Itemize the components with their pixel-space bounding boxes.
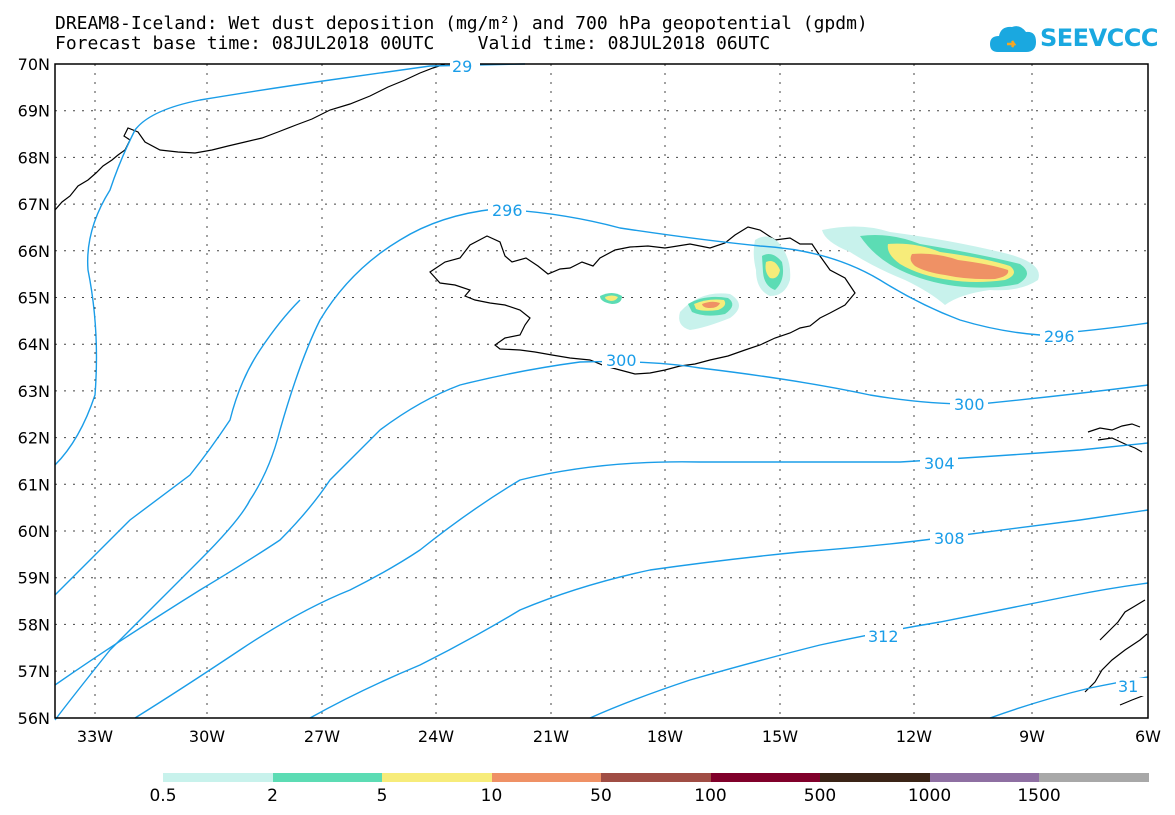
- contour-label: 300: [606, 351, 637, 370]
- geopotential-contours: [54, 63, 1149, 721]
- contour-label: 312: [868, 627, 899, 646]
- lat-label: 56N: [18, 709, 50, 728]
- lon-label: 6W: [1135, 727, 1161, 746]
- lon-label: 27W: [304, 727, 340, 746]
- colorbar-label: 50: [590, 786, 612, 806]
- colorbar-label: 500: [803, 786, 837, 806]
- logo-text: SEEVCCC: [1040, 24, 1159, 52]
- colorbar-swatch: [820, 773, 930, 782]
- contour-304: [134, 442, 1149, 719]
- lon-label: 21W: [533, 727, 569, 746]
- plot-frame: [54, 63, 1149, 719]
- lat-label: 69N: [18, 102, 50, 121]
- scotland-coastline: [1084, 599, 1148, 706]
- colorbar-swatch: [491, 773, 601, 782]
- colorbar-swatch: [382, 773, 492, 782]
- colorbar-swatch: [1039, 773, 1149, 782]
- lat-label: 60N: [18, 522, 50, 541]
- lon-label: 33W: [77, 727, 113, 746]
- colorbar-label: 1500: [1017, 786, 1061, 806]
- colorbar-swatch: [272, 773, 382, 782]
- lon-label: 30W: [189, 727, 225, 746]
- map-title-line2: Forecast base time: 08JUL2018 00UTC Vali…: [55, 33, 771, 54]
- lat-label: 63N: [18, 382, 50, 401]
- contour-label: 296: [492, 201, 523, 220]
- map-title-line1: DREAM8-Iceland: Wet dust deposition (mg/…: [55, 13, 868, 34]
- lat-label: 67N: [18, 195, 50, 214]
- contour-label: 29: [452, 57, 472, 76]
- contour-300: [54, 299, 1149, 686]
- lon-label: 15W: [762, 727, 798, 746]
- lat-label: 57N: [18, 662, 50, 681]
- lat-label: 64N: [18, 335, 50, 354]
- lat-label: 61N: [18, 475, 50, 494]
- contour-labels: 29 296 296 300 300 304 308 312 31: [450, 57, 1146, 696]
- contour-label: 308: [934, 529, 965, 548]
- cloud-logo-icon: [990, 26, 1036, 52]
- contour-312: [589, 582, 1149, 719]
- colorbar-swatch: [710, 773, 820, 782]
- contour-label: 304: [924, 454, 955, 473]
- colorbar-label: 10: [480, 786, 503, 806]
- lat-label: 70N: [18, 55, 50, 74]
- lon-label: 9W: [1019, 727, 1045, 746]
- colorbar-label: 2: [267, 786, 278, 806]
- lat-label: 68N: [18, 148, 50, 167]
- axis-labels: 33W 30W 27W 24W 21W 18W 15W 12W 9W 6W 70N 69N 68N 67N…: [18, 55, 1162, 746]
- colorbar-label: 1000: [907, 786, 952, 806]
- colorbar-swatch: [601, 773, 711, 782]
- contour-label: 300: [954, 395, 985, 414]
- colorbar-label: 0.5: [149, 786, 177, 806]
- contour-label: 296: [1044, 327, 1075, 346]
- iceland-coastline: [429, 226, 856, 375]
- colorbar-label: 5: [376, 786, 388, 806]
- lat-label: 58N: [18, 615, 50, 634]
- greenland-coastline: [54, 63, 446, 211]
- contour-308: [309, 509, 1149, 719]
- dust-deposition-field: [600, 226, 1039, 330]
- colorbar-label: 100: [694, 786, 727, 806]
- lat-label: 59N: [18, 569, 50, 588]
- faroe-coastline: [1087, 423, 1143, 453]
- lat-label: 65N: [18, 289, 50, 308]
- lon-label: 12W: [896, 727, 932, 746]
- lat-label: 62N: [18, 429, 50, 448]
- lon-label: 18W: [647, 727, 683, 746]
- graticule: [55, 64, 1148, 718]
- contour-label: 31: [1118, 677, 1138, 696]
- colorbar-swatch: [163, 773, 273, 782]
- lat-label: 66N: [18, 242, 50, 261]
- coastlines: [54, 63, 1148, 706]
- contour-296: [54, 208, 1149, 721]
- contour-292: [54, 63, 526, 466]
- colorbar-swatch: [929, 773, 1039, 782]
- lon-label: 24W: [418, 727, 454, 746]
